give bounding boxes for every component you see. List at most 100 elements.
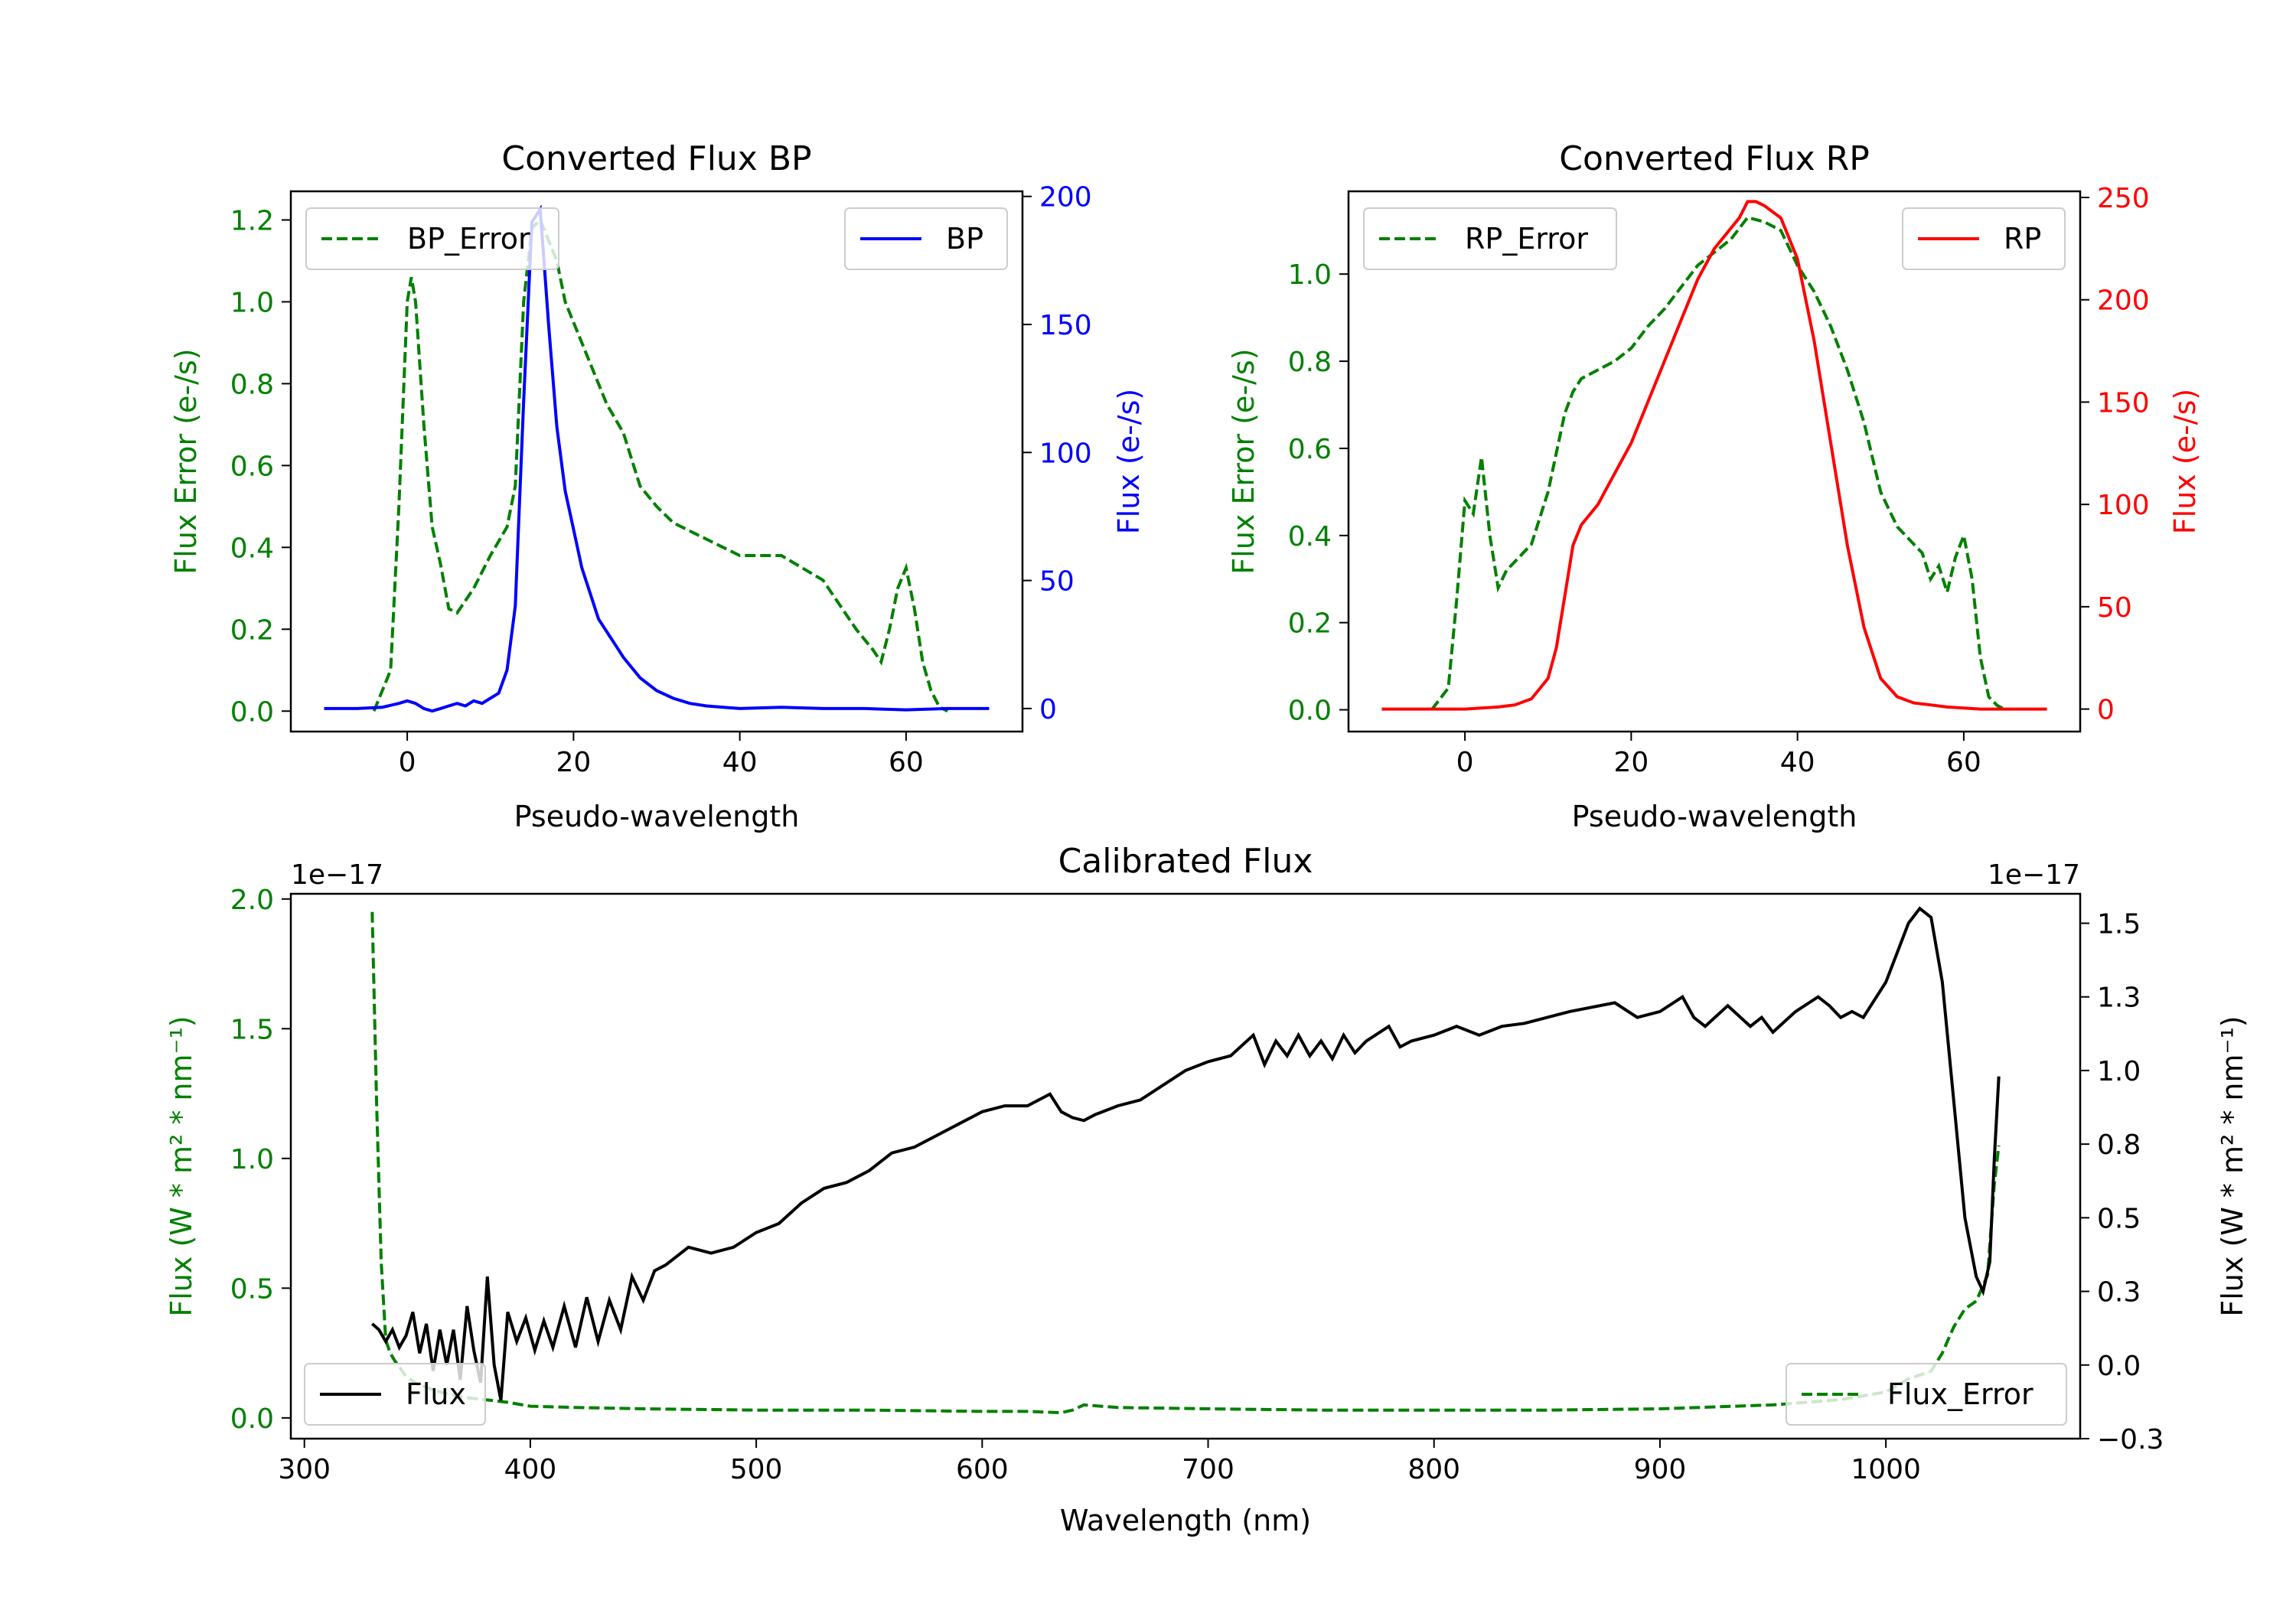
bp-axes-frame xyxy=(289,190,1024,733)
bp-left-y-axis: 0.0 0.2 0.4 0.6 0.8 1.0 1.2 xyxy=(230,205,291,728)
rp-axes-frame xyxy=(1347,190,2082,733)
bp-left-y-tick-label: 0.6 xyxy=(230,451,274,482)
calibrated-right-y-tick-label: 0.8 xyxy=(2097,1129,2141,1161)
bp-x-tick-label: 20 xyxy=(556,747,591,778)
rp-left-y-tick-label: 0.2 xyxy=(1288,608,1332,640)
rp-left-y-tick-label: 1.0 xyxy=(1288,259,1332,291)
rp-x-tick-label: 0 xyxy=(1456,747,1474,778)
rp-right-y-tick-label: 200 xyxy=(2097,285,2150,317)
calibrated-x-tick-label: 1000 xyxy=(1851,1454,1921,1485)
panel-rp: Converted Flux RP 0 20 40 60 0.00.20.40.60.… xyxy=(1227,139,2202,833)
panel-calibrated: Calibrated Flux 1e−17 1e−17 300 400 500 600… xyxy=(165,842,2249,1537)
calibrated-right-y-tick-label: 1.5 xyxy=(2097,908,2141,940)
rp-error-line xyxy=(1430,215,2007,712)
calibrated-left-offset: 1e−17 xyxy=(291,859,383,891)
calibrated-right-y-tick-label: 1.0 xyxy=(2097,1056,2141,1087)
rp-legend-error: RP_Error xyxy=(1363,207,1617,270)
bp-x-axis: 0 20 40 60 xyxy=(399,732,924,778)
calibrated-right-y-tick-label: 0.3 xyxy=(2097,1277,2141,1309)
rp-right-y-tick-label: 50 xyxy=(2097,592,2132,624)
panel-bp: Converted Flux BP 0 20 40 60 0.00.20.40.60.… xyxy=(169,139,1146,833)
calibrated-left-y-tick-label: 0.0 xyxy=(230,1403,274,1435)
bp-legend-flux-label: BP xyxy=(946,222,983,256)
rp-x-tick-label: 40 xyxy=(1780,747,1815,778)
bp-right-y-tick-label: 50 xyxy=(1039,566,1075,598)
rp-xlabel: Pseudo-wavelength xyxy=(1572,800,1857,833)
bp-legend-error: BP_Error xyxy=(305,207,559,270)
calibrated-legend-flux: Flux xyxy=(304,1363,486,1426)
bp-flux-line xyxy=(324,204,990,713)
calibrated-left-y-tick-label: 2.0 xyxy=(230,885,274,916)
rp-x-tick-label: 60 xyxy=(1946,747,1981,778)
calibrated-right-y-tick-label: 0.5 xyxy=(2097,1203,2141,1234)
bp-x-tick-label: 0 xyxy=(399,747,416,778)
calibrated-xlabel: Wavelength (nm) xyxy=(1060,1504,1311,1537)
bp-x-tick-label: 40 xyxy=(722,747,758,778)
calibrated-x-tick-label: 300 xyxy=(278,1454,331,1485)
rp-x-tick-label: 20 xyxy=(1613,747,1649,778)
calibrated-legend-flux-label: Flux xyxy=(406,1377,466,1411)
rp-left-y-tick-label: 0.6 xyxy=(1288,434,1332,465)
rp-x-axis: 0 20 40 60 xyxy=(1456,732,1981,778)
bp-right-y-axis: 0 50 100 150 200 xyxy=(1022,182,1092,725)
rp-right-y-tick-label: 0 xyxy=(2097,695,2115,726)
calibrated-flux-line xyxy=(370,906,2001,1401)
rp-left-y-tick-label: 0.4 xyxy=(1288,521,1332,553)
rp-right-y-axis: 0 50 100 150 200 250 xyxy=(2080,183,2150,726)
bp-x-tick-label: 60 xyxy=(889,747,924,778)
bp-right-y-tick-label: 200 xyxy=(1039,182,1092,214)
calibrated-right-ylabel: Flux (W * m² * nm⁻¹) xyxy=(2216,1015,2249,1316)
bp-left-y-tick-label: 0.2 xyxy=(230,614,274,646)
calibrated-x-tick-label: 700 xyxy=(1182,1454,1234,1485)
rp-flux-line xyxy=(1381,200,2047,711)
calibrated-legend-error: Flux_Error xyxy=(1786,1363,2067,1426)
rp-legend-flux-label: RP xyxy=(2004,222,2041,256)
calibrated-right-y-tick-label: 0.0 xyxy=(2097,1351,2141,1382)
rp-title: Converted Flux RP xyxy=(1559,139,1870,178)
rp-right-ylabel: Flux (e-/s) xyxy=(2168,389,2202,534)
rp-left-ylabel: Flux Error (e-/s) xyxy=(1227,348,1261,574)
bp-legend-flux: BP xyxy=(844,207,1008,270)
bp-left-y-tick-label: 0.4 xyxy=(230,533,274,564)
bp-left-ylabel: Flux Error (e-/s) xyxy=(169,348,203,574)
calibrated-x-tick-label: 800 xyxy=(1407,1454,1460,1485)
bp-left-y-tick-label: 0.8 xyxy=(230,369,274,400)
bp-left-y-tick-label: 0.0 xyxy=(230,696,274,728)
calibrated-title: Calibrated Flux xyxy=(1058,842,1313,881)
calibrated-x-tick-label: 400 xyxy=(504,1454,557,1485)
calibrated-right-y-tick-label: −0.3 xyxy=(2097,1424,2164,1455)
rp-legend-flux: RP xyxy=(1902,207,2066,270)
bp-left-y-tick-label: 1.0 xyxy=(230,287,274,318)
bp-xlabel: Pseudo-wavelength xyxy=(514,800,800,833)
calibrated-x-tick-label: 900 xyxy=(1634,1454,1687,1485)
calibrated-left-y-tick-label: 0.5 xyxy=(230,1273,274,1305)
bp-left-y-tick-label: 1.2 xyxy=(230,205,274,236)
rp-left-y-tick-label: 0.8 xyxy=(1288,347,1332,378)
calibrated-left-y-axis: 0.0 0.5 1.0 1.5 2.0 xyxy=(230,885,291,1435)
rp-right-y-tick-label: 250 xyxy=(2097,183,2150,214)
calibrated-legend-error-label: Flux_Error xyxy=(1887,1377,2033,1411)
bp-error-line xyxy=(372,217,949,713)
bp-right-ylabel: Flux (e-/s) xyxy=(1112,389,1146,534)
bp-title: Converted Flux BP xyxy=(501,139,811,178)
rp-legend-error-label: RP_Error xyxy=(1465,222,1588,256)
bp-right-y-tick-label: 100 xyxy=(1039,438,1092,469)
calibrated-x-tick-label: 500 xyxy=(730,1454,783,1485)
calibrated-error-line xyxy=(370,911,2001,1415)
calibrated-left-y-tick-label: 1.5 xyxy=(230,1014,274,1045)
rp-left-y-axis: 0.0 0.2 0.4 0.6 0.8 1.0 xyxy=(1288,259,1349,727)
calibrated-x-axis: 300 400 500 600 700 800 900 1000 xyxy=(278,1439,1921,1485)
calibrated-right-y-tick-label: 1.3 xyxy=(2097,983,2141,1014)
bp-right-y-tick-label: 0 xyxy=(1039,694,1057,725)
rp-right-y-tick-label: 100 xyxy=(2097,490,2150,521)
calibrated-x-tick-label: 600 xyxy=(956,1454,1009,1485)
bp-legend-error-label: BP_Error xyxy=(407,222,530,256)
rp-right-y-tick-label: 150 xyxy=(2097,387,2150,419)
calibrated-left-y-tick-label: 1.0 xyxy=(230,1144,274,1175)
calibrated-axes-frame xyxy=(289,892,2082,1440)
bp-right-y-tick-label: 150 xyxy=(1039,310,1092,341)
calibrated-left-ylabel: Flux (W * m² * nm⁻¹) xyxy=(165,1015,198,1316)
rp-left-y-tick-label: 0.0 xyxy=(1288,696,1332,727)
calibrated-right-offset: 1e−17 xyxy=(1988,859,2080,891)
